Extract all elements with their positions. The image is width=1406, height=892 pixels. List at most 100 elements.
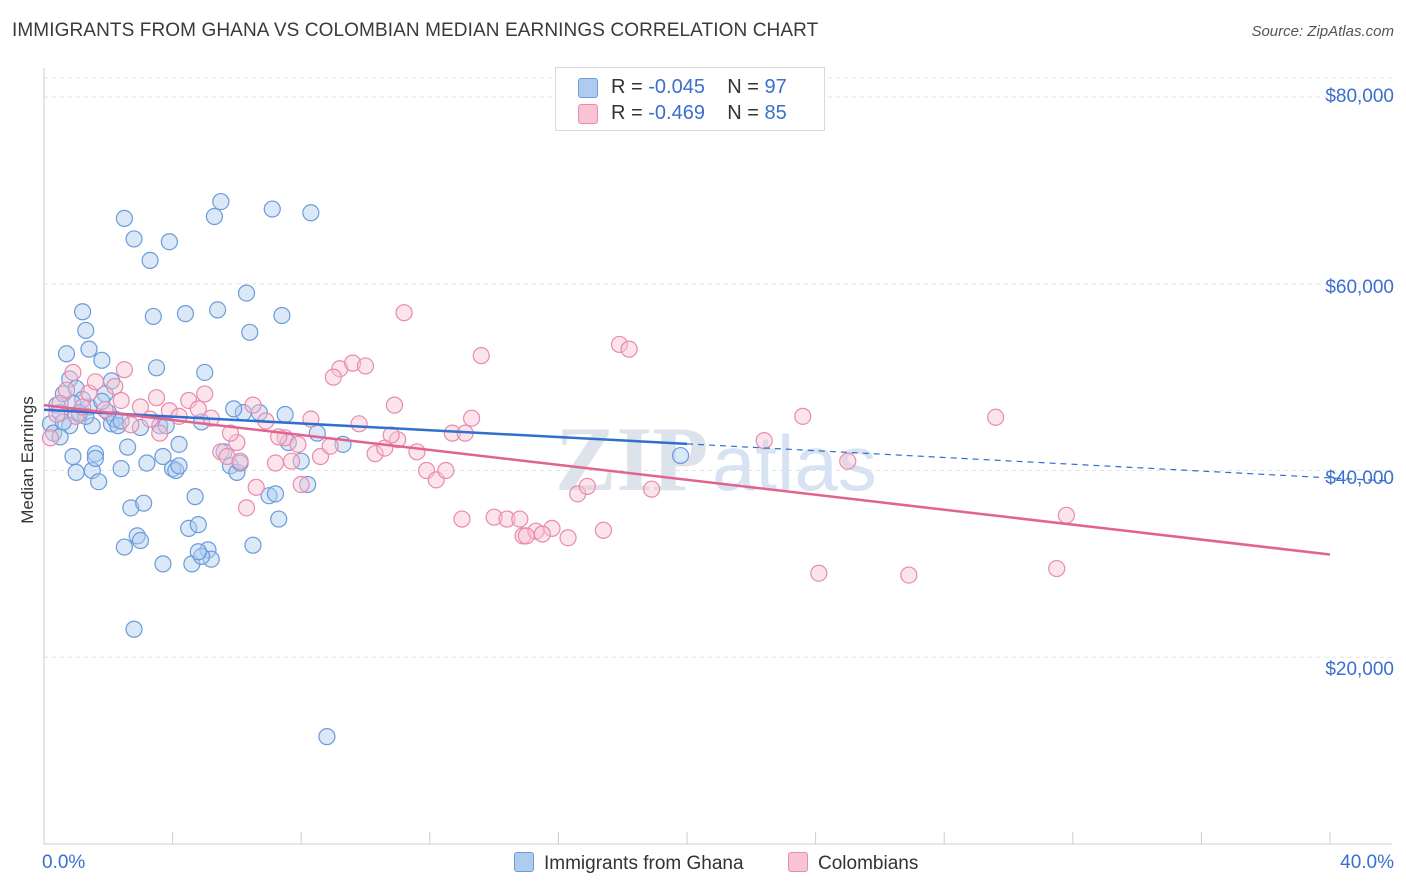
data-point bbox=[385, 396, 404, 414]
data-point bbox=[106, 377, 124, 396]
series-immigrants-from-ghana bbox=[41, 192, 690, 746]
data-point bbox=[900, 566, 918, 584]
stats-legend: R = -0.045 N = 97 R = -0.469 N = 85 bbox=[555, 67, 825, 131]
data-point bbox=[189, 516, 207, 534]
x-tick-label: 0.0% bbox=[42, 852, 86, 873]
data-point bbox=[41, 415, 60, 433]
data-point bbox=[292, 475, 310, 494]
data-point bbox=[64, 363, 82, 382]
data-point bbox=[118, 438, 137, 456]
r-value: -0.469 bbox=[648, 102, 705, 124]
data-point bbox=[350, 415, 368, 433]
y-tick-label: $20,000 bbox=[1325, 659, 1394, 680]
data-point bbox=[112, 391, 130, 410]
data-point bbox=[643, 480, 661, 498]
data-point bbox=[437, 461, 455, 480]
data-point bbox=[180, 519, 198, 537]
data-point bbox=[73, 303, 92, 321]
data-point bbox=[64, 447, 82, 466]
data-point bbox=[324, 368, 342, 386]
data-point bbox=[147, 359, 166, 377]
data-point bbox=[109, 417, 127, 435]
n-label: N = bbox=[727, 76, 759, 98]
data-point bbox=[125, 620, 143, 638]
data-point bbox=[167, 461, 185, 480]
data-point bbox=[247, 478, 265, 496]
data-point bbox=[498, 510, 516, 528]
data-point bbox=[266, 485, 285, 503]
data-point bbox=[244, 396, 262, 414]
data-point bbox=[115, 209, 133, 227]
data-point bbox=[147, 389, 166, 407]
data-point bbox=[93, 351, 111, 369]
r-label: R = bbox=[611, 102, 643, 124]
data-point bbox=[83, 417, 101, 435]
data-point bbox=[794, 407, 812, 425]
data-point bbox=[266, 454, 285, 472]
colombians-swatch bbox=[578, 104, 598, 124]
data-point bbox=[260, 487, 278, 505]
ghana-swatch bbox=[578, 78, 598, 98]
data-point bbox=[144, 307, 162, 326]
data-point bbox=[96, 401, 114, 419]
data-point bbox=[122, 499, 140, 517]
data-point bbox=[57, 345, 76, 363]
data-point bbox=[154, 447, 172, 466]
data-point bbox=[237, 284, 256, 302]
data-point bbox=[1048, 559, 1066, 578]
data-point bbox=[810, 564, 828, 582]
data-point bbox=[138, 454, 156, 472]
trend-line-colombians bbox=[43, 403, 1331, 556]
data-point bbox=[610, 335, 629, 354]
x-tick-label: 40.0% bbox=[1340, 852, 1394, 873]
y-tick-label: $80,000 bbox=[1325, 86, 1394, 107]
data-point bbox=[511, 510, 529, 528]
watermark-zip: ZIP bbox=[555, 408, 708, 510]
data-point bbox=[90, 473, 108, 491]
data-point bbox=[112, 460, 130, 478]
data-point bbox=[292, 452, 310, 470]
data-point bbox=[302, 204, 320, 222]
data-point bbox=[170, 457, 188, 475]
source-label: Source: ZipAtlas.com bbox=[1251, 23, 1394, 40]
data-point bbox=[151, 424, 169, 442]
n-value: 97 bbox=[764, 76, 787, 98]
data-point bbox=[209, 301, 227, 319]
legend-item-ghana[interactable]: Immigrants from Ghana bbox=[514, 852, 744, 875]
data-point bbox=[67, 463, 85, 481]
data-point bbox=[344, 354, 362, 372]
data-point bbox=[231, 452, 249, 470]
data-point bbox=[517, 527, 535, 545]
data-point bbox=[176, 305, 195, 323]
data-point bbox=[212, 192, 230, 211]
y-axis-label: Median Earnings bbox=[18, 396, 37, 524]
legend-item-colombians[interactable]: Colombians bbox=[788, 852, 918, 875]
data-point bbox=[241, 323, 259, 341]
gridlines bbox=[44, 77, 1392, 658]
chart-title: IMMIGRANTS FROM GHANA VS COLOMBIAN MEDIA… bbox=[12, 20, 819, 41]
data-point bbox=[282, 452, 301, 470]
data-point bbox=[244, 536, 262, 554]
data-point bbox=[356, 357, 375, 375]
data-point bbox=[263, 200, 281, 218]
n-value: 85 bbox=[764, 102, 787, 124]
data-point bbox=[115, 538, 133, 556]
legend-label: Colombians bbox=[818, 853, 919, 874]
data-point bbox=[41, 429, 60, 447]
data-point bbox=[218, 447, 236, 466]
data-point bbox=[86, 449, 105, 467]
data-point bbox=[273, 306, 291, 325]
data-point bbox=[395, 304, 413, 322]
data-point bbox=[321, 437, 339, 455]
trend-line-ghana bbox=[43, 408, 688, 446]
data-point bbox=[755, 432, 773, 450]
data-point bbox=[196, 363, 214, 382]
data-point bbox=[225, 400, 243, 418]
data-point bbox=[196, 385, 214, 403]
data-point bbox=[620, 340, 638, 358]
data-point bbox=[77, 321, 95, 340]
data-point bbox=[299, 475, 317, 494]
axes bbox=[43, 68, 1392, 845]
data-point bbox=[559, 529, 577, 547]
